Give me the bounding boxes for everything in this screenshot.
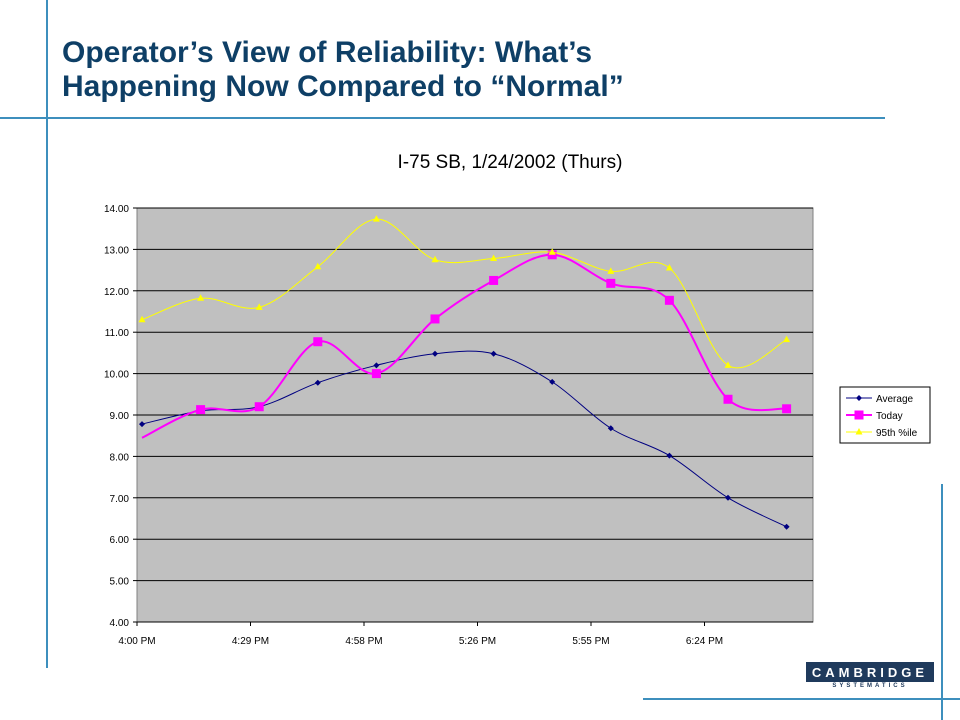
legend-swatch-marker [855, 428, 863, 435]
data-point-95th-ile [197, 294, 205, 301]
y-tick-label: 6.00 [110, 535, 130, 546]
data-point-today [606, 278, 616, 288]
data-point-95th-ile [607, 267, 615, 274]
data-point-today [254, 402, 264, 412]
x-axis-ticks: 4:00 PM 4:29 PM 4:58 PM 5:26 PM 5:55 PM 6:24 … [118, 622, 723, 647]
company-logo: CAMBRIDGE SYSTEMATICS [806, 662, 936, 692]
y-axis-ticks: 4.00 5.00 6.00 7.00 8.00 9.00 10.00 11.00 12.00 1… [104, 204, 137, 629]
slide-title: Operator’s View of Reliability: What’s H… [62, 36, 862, 104]
y-tick-label: 11.00 [105, 328, 130, 339]
slide-title-line-2: Happening Now Compared to “Normal” [62, 70, 624, 103]
y-tick-label: 10.00 [104, 370, 129, 381]
x-tick-label: 4:58 PM [345, 636, 382, 647]
x-tick-label: 6:24 PM [686, 636, 723, 647]
decor-vertical-right [941, 484, 943, 720]
y-tick-label: 14.00 [104, 204, 129, 215]
x-tick-label: 4:29 PM [232, 636, 269, 647]
data-point-95th-ile [665, 264, 673, 271]
data-point-today [196, 405, 206, 415]
decor-vertical-left [46, 0, 48, 668]
data-point-today [430, 314, 440, 324]
data-point-95th-ile [255, 303, 263, 310]
legend-label: 95th %ile [876, 428, 918, 439]
y-tick-label: 8.00 [110, 452, 130, 463]
legend-items: Average Today 95th %ile [846, 394, 918, 439]
legend: Average Today 95th %ile [839, 386, 931, 444]
data-point-average [314, 379, 321, 386]
data-point-average [783, 523, 790, 530]
data-point-average [432, 350, 438, 357]
series-95th-ile [138, 215, 791, 369]
data-point-average [666, 452, 673, 459]
chart-title: I-75 SB, 1/24/2002 (Thurs) [398, 152, 623, 173]
series-group [138, 215, 792, 530]
decor-horizontal-bottom [643, 698, 960, 700]
x-tick-label: 4:00 PM [118, 636, 155, 647]
logo-wordmark: CAMBRIDGE [806, 662, 934, 682]
data-point-95th-ile [724, 361, 732, 368]
x-tick-label: 5:55 PM [572, 636, 609, 647]
legend-swatch-marker [854, 410, 864, 420]
y-tick-label: 12.00 [104, 287, 129, 298]
data-point-average [549, 378, 556, 385]
data-point-today [664, 295, 674, 305]
legend-item-average: Average [846, 394, 914, 405]
data-point-today [723, 394, 733, 404]
data-point-average [607, 425, 614, 432]
data-point-95th-ile [548, 248, 556, 255]
legend-label: Today [876, 411, 903, 422]
data-point-95th-ile [372, 215, 380, 222]
legend-label: Average [876, 394, 914, 405]
y-tick-label: 4.00 [110, 618, 130, 629]
data-point-average [725, 494, 731, 501]
data-point-today [371, 369, 381, 379]
legend-item-95th-ile: 95th %ile [846, 428, 918, 439]
data-point-95th-ile [431, 255, 439, 263]
data-point-average [490, 350, 497, 357]
data-point-95th-ile [314, 262, 322, 270]
y-tick-label: 13.00 [104, 245, 129, 256]
x-tick-label: 5:26 PM [459, 636, 496, 647]
slide-title-line-1: Operator’s View of Reliability: What’s [62, 36, 593, 69]
legend-item-today: Today [846, 410, 903, 422]
data-point-95th-ile [783, 335, 791, 343]
data-point-95th-ile [138, 315, 146, 323]
y-tick-label: 9.00 [110, 411, 130, 422]
y-tick-label: 5.00 [110, 577, 130, 588]
data-point-95th-ile [490, 254, 498, 262]
decor-horizontal-top [0, 117, 885, 119]
data-point-average [373, 362, 380, 369]
y-tick-label: 7.00 [110, 494, 130, 505]
data-point-today [313, 337, 323, 347]
data-point-today [782, 404, 792, 414]
data-point-average [139, 421, 145, 428]
data-point-today [489, 275, 499, 285]
logo-subtitle: SYSTEMATICS [832, 683, 908, 689]
legend-swatch-marker [856, 395, 862, 401]
